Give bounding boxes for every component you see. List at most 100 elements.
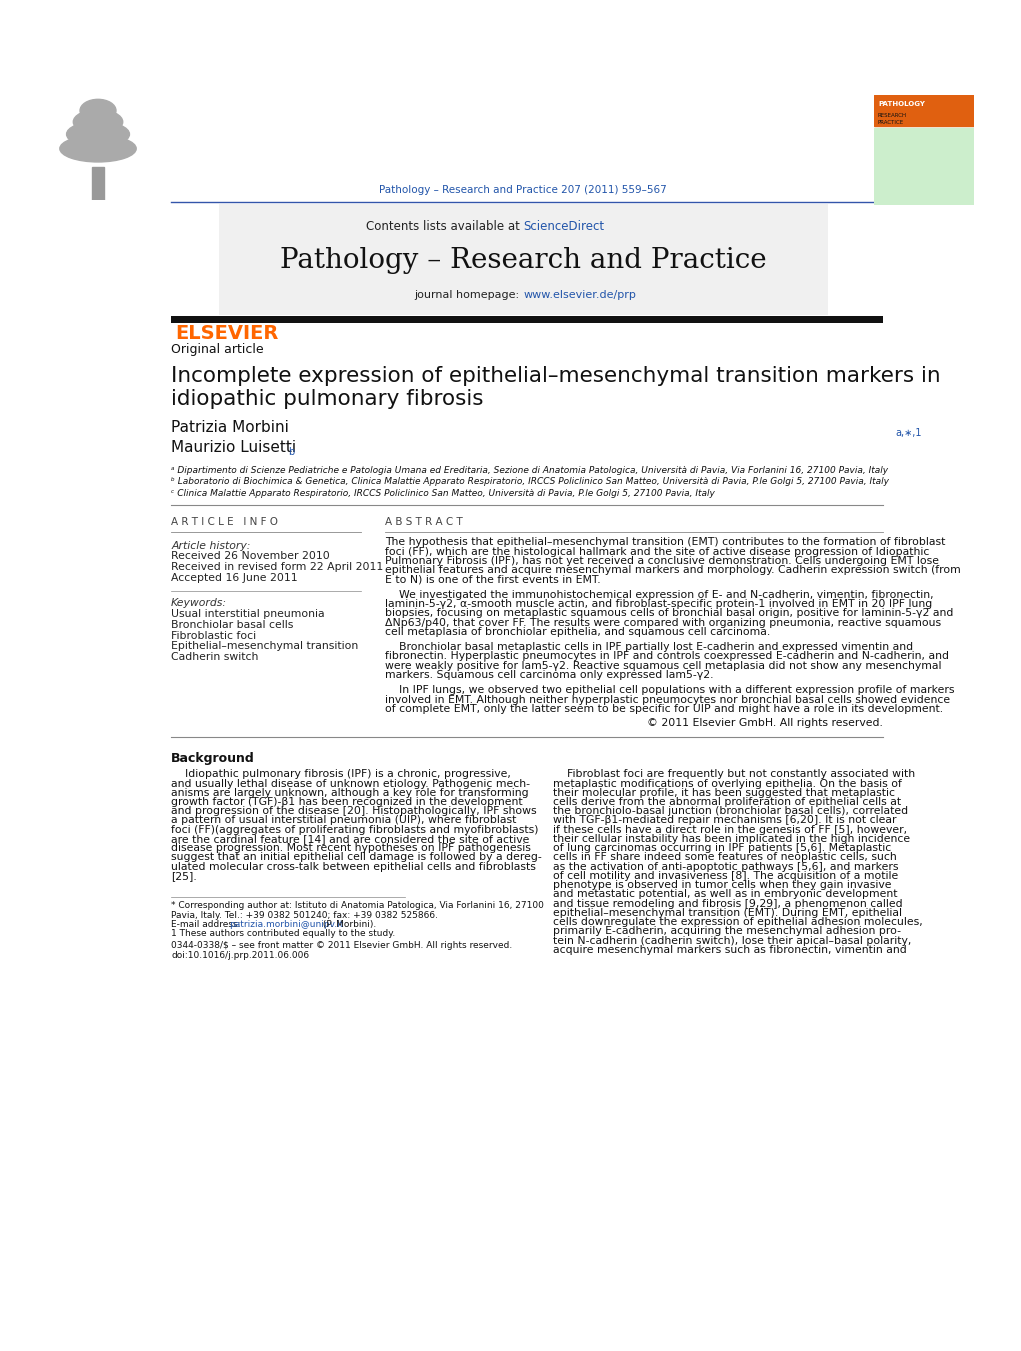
Text: ΔNp63/p40, that cover FF. The results were compared with organizing pneumonia, r: ΔNp63/p40, that cover FF. The results we… <box>385 617 941 628</box>
Text: acquire mesenchymal markers such as fibronectin, vimentin and: acquire mesenchymal markers such as fibr… <box>553 944 907 955</box>
Text: ᵃ Dipartimento di Scienze Pediatriche e Patologia Umana ed Ereditaria, Sezione d: ᵃ Dipartimento di Scienze Pediatriche e … <box>172 466 888 474</box>
Text: Usual interstitial pneumonia: Usual interstitial pneumonia <box>172 609 325 619</box>
Text: Received in revised form 22 April 2011: Received in revised form 22 April 2011 <box>172 562 384 571</box>
Text: b: b <box>288 447 294 457</box>
Text: cells in FF share indeed some features of neoplastic cells, such: cells in FF share indeed some features o… <box>553 852 897 862</box>
Text: markers. Squamous cell carcinoma only expressed lam5-γ2.: markers. Squamous cell carcinoma only ex… <box>385 670 714 680</box>
Text: Background: Background <box>172 753 255 766</box>
Text: and usually lethal disease of unknown etiology. Pathogenic mech-: and usually lethal disease of unknown et… <box>172 778 530 789</box>
Text: tein N-cadherin (cadherin switch), lose their apical–basal polarity,: tein N-cadherin (cadherin switch), lose … <box>553 936 912 946</box>
Text: their molecular profile, it has been suggested that metaplastic: their molecular profile, it has been sug… <box>553 788 895 797</box>
Ellipse shape <box>74 109 123 134</box>
Text: Pathology – Research and Practice 207 (2011) 559–567: Pathology – Research and Practice 207 (2… <box>380 185 667 195</box>
Text: The hypothesis that epithelial–mesenchymal transition (EMT) contributes to the f: The hypothesis that epithelial–mesenchym… <box>385 538 945 547</box>
Text: Maurizio Luisetti: Maurizio Luisetti <box>172 439 296 454</box>
Text: and progression of the disease [20]. Histopathologically, IPF shows: and progression of the disease [20]. His… <box>172 807 537 816</box>
Text: ScienceDirect: ScienceDirect <box>523 219 604 232</box>
Text: ᵇ Laboratorio di Biochimica & Genetica, Clinica Malattie Apparato Respiratorio, : ᵇ Laboratorio di Biochimica & Genetica, … <box>172 477 889 486</box>
Text: the bronchiolo-basal junction (bronchiolar basal cells), correlated: the bronchiolo-basal junction (bronchiol… <box>553 807 909 816</box>
Text: © 2011 Elsevier GmbH. All rights reserved.: © 2011 Elsevier GmbH. All rights reserve… <box>647 719 883 728</box>
Text: laminin-5-γ2, α-smooth muscle actin, and fibroblast-specific protein-1 involved : laminin-5-γ2, α-smooth muscle actin, and… <box>385 598 932 609</box>
Text: involved in EMT. Although neither hyperplastic pneumocytes nor bronchial basal c: involved in EMT. Although neither hyperp… <box>385 694 950 705</box>
Text: Epithelial–mesenchymal transition: Epithelial–mesenchymal transition <box>172 642 358 651</box>
Text: journal homepage:: journal homepage: <box>415 289 523 300</box>
Text: Fibroblastic foci: Fibroblastic foci <box>172 631 256 640</box>
Bar <box>874 128 974 205</box>
Text: [25].: [25]. <box>172 871 197 881</box>
Text: Pulmonary Fibrosis (IPF), has not yet received a conclusive demonstration. Cells: Pulmonary Fibrosis (IPF), has not yet re… <box>385 557 938 566</box>
Ellipse shape <box>66 122 130 147</box>
Text: Patrizia Morbini: Patrizia Morbini <box>172 420 289 435</box>
Text: Pathology – Research and Practice: Pathology – Research and Practice <box>280 247 767 274</box>
Text: are the cardinal feature [14] and are considered the site of active: are the cardinal feature [14] and are co… <box>172 834 530 844</box>
Text: growth factor (TGF)-β1 has been recognized in the development: growth factor (TGF)-β1 has been recogniz… <box>172 797 523 807</box>
Text: and metastatic potential, as well as in embryonic development: and metastatic potential, as well as in … <box>553 889 897 900</box>
FancyBboxPatch shape <box>218 204 828 315</box>
Text: suggest that an initial epithelial cell damage is followed by a dereg-: suggest that an initial epithelial cell … <box>172 852 542 862</box>
Text: Accepted 16 June 2011: Accepted 16 June 2011 <box>172 573 298 582</box>
Text: were weakly positive for lam5-γ2. Reactive squamous cell metaplasia did not show: were weakly positive for lam5-γ2. Reacti… <box>385 661 941 670</box>
Text: doi:10.1016/j.prp.2011.06.006: doi:10.1016/j.prp.2011.06.006 <box>172 951 309 959</box>
Text: E to N) is one of the first events in EMT.: E to N) is one of the first events in EM… <box>385 574 600 585</box>
Text: cells downregulate the expression of epithelial adhesion molecules,: cells downregulate the expression of epi… <box>553 917 923 927</box>
Text: of complete EMT, only the latter seem to be specific for UIP and might have a ro: of complete EMT, only the latter seem to… <box>385 704 943 713</box>
Text: A R T I C L E   I N F O: A R T I C L E I N F O <box>172 517 278 527</box>
Text: epithelial–mesenchymal transition (EMT). During EMT, epithelial: epithelial–mesenchymal transition (EMT).… <box>553 908 903 917</box>
Text: E-mail address:: E-mail address: <box>172 920 244 929</box>
Text: a pattern of usual interstitial pneumonia (UIP), where fibroblast: a pattern of usual interstitial pneumoni… <box>172 816 517 825</box>
Text: In IPF lungs, we observed two epithelial cell populations with a different expre: In IPF lungs, we observed two epithelial… <box>385 685 955 696</box>
Text: foci (FF)(aggregates of proliferating fibroblasts and myofibroblasts): foci (FF)(aggregates of proliferating fi… <box>172 824 539 835</box>
Text: cells derive from the abnormal proliferation of epithelial cells at: cells derive from the abnormal prolifera… <box>553 797 902 807</box>
Text: cell metaplasia of bronchiolar epithelia, and squamous cell carcinoma.: cell metaplasia of bronchiolar epithelia… <box>385 627 770 636</box>
Text: Bronchiolar basal metaplastic cells in IPF partially lost E-cadherin and express: Bronchiolar basal metaplastic cells in I… <box>385 642 913 653</box>
Ellipse shape <box>60 135 136 162</box>
FancyBboxPatch shape <box>172 316 883 323</box>
Text: Bronchiolar basal cells: Bronchiolar basal cells <box>172 620 293 630</box>
Text: 1 These authors contributed equally to the study.: 1 These authors contributed equally to t… <box>172 929 395 938</box>
Text: PATHOLOGY: PATHOLOGY <box>878 100 925 107</box>
Text: Received 26 November 2010: Received 26 November 2010 <box>172 551 330 562</box>
Text: Fibroblast foci are frequently but not constantly associated with: Fibroblast foci are frequently but not c… <box>553 769 916 780</box>
Text: of cell motility and invasiveness [8]. The acquisition of a motile: of cell motility and invasiveness [8]. T… <box>553 871 898 881</box>
Text: fibronectin. Hyperplastic pneumocytes in IPF and controls coexpressed E-cadherin: fibronectin. Hyperplastic pneumocytes in… <box>385 651 949 662</box>
Ellipse shape <box>80 100 116 122</box>
Text: foci (FF), which are the histological hallmark and the site of active disease pr: foci (FF), which are the histological ha… <box>385 547 929 557</box>
Text: primarily E-cadherin, acquiring the mesenchymal adhesion pro-: primarily E-cadherin, acquiring the mese… <box>553 927 902 936</box>
Text: RESEARCH: RESEARCH <box>878 112 907 118</box>
Text: with TGF-β1-mediated repair mechanisms [6,20]. It is not clear: with TGF-β1-mediated repair mechanisms [… <box>553 816 896 825</box>
Text: Keywords:: Keywords: <box>172 598 227 608</box>
Text: ELSEVIER: ELSEVIER <box>176 323 279 343</box>
Text: PRACTICE: PRACTICE <box>878 120 905 126</box>
Text: A B S T R A C T: A B S T R A C T <box>385 517 463 527</box>
Text: Original article: Original article <box>172 343 263 355</box>
Bar <box>92 168 104 200</box>
Text: of lung carcinomas occurring in IPF patients [5,6]. Metaplastic: of lung carcinomas occurring in IPF pati… <box>553 843 891 854</box>
Text: Incomplete expression of epithelial–mesenchymal transition markers in: Incomplete expression of epithelial–mese… <box>172 366 940 386</box>
Text: We investigated the immunohistochemical expression of E- and N-cadherin, vimenti: We investigated the immunohistochemical … <box>385 590 933 600</box>
Text: Article history:: Article history: <box>172 540 250 551</box>
Text: * Corresponding author at: Istituto di Anatomia Patologica, Via Forlanini 16, 27: * Corresponding author at: Istituto di A… <box>172 901 544 911</box>
Text: their cellular instability has been implicated in the high incidence: their cellular instability has been impl… <box>553 834 911 844</box>
Text: and tissue remodeling and fibrosis [9,29], a phenomenon called: and tissue remodeling and fibrosis [9,29… <box>553 898 903 909</box>
Text: if these cells have a direct role in the genesis of FF [5], however,: if these cells have a direct role in the… <box>553 824 908 835</box>
Text: a,∗,1: a,∗,1 <box>895 428 922 438</box>
Text: www.elsevier.de/prp: www.elsevier.de/prp <box>523 289 636 300</box>
Text: patrizia.morbini@unipv.it: patrizia.morbini@unipv.it <box>229 920 343 929</box>
Text: anisms are largely unknown, although a key role for transforming: anisms are largely unknown, although a k… <box>172 788 529 797</box>
Text: epithelial features and acquire mesenchymal markers and morphology. Cadherin exp: epithelial features and acquire mesenchy… <box>385 565 961 576</box>
Text: Cadherin switch: Cadherin switch <box>172 653 258 662</box>
Text: Contents lists available at: Contents lists available at <box>366 219 523 232</box>
Text: idiopathic pulmonary fibrosis: idiopathic pulmonary fibrosis <box>172 389 484 409</box>
Text: (P. Morbini).: (P. Morbini). <box>320 920 376 929</box>
Text: 0344-0338/$ – see front matter © 2011 Elsevier GmbH. All rights reserved.: 0344-0338/$ – see front matter © 2011 El… <box>172 940 513 950</box>
Text: ulated molecular cross-talk between epithelial cells and fibroblasts: ulated molecular cross-talk between epit… <box>172 862 536 871</box>
Text: phenotype is observed in tumor cells when they gain invasive: phenotype is observed in tumor cells whe… <box>553 880 891 890</box>
Text: as the activation of anti-apoptotic pathways [5,6], and markers: as the activation of anti-apoptotic path… <box>553 862 898 871</box>
Text: disease progression. Most recent hypotheses on IPF pathogenesis: disease progression. Most recent hypothe… <box>172 843 531 854</box>
Text: biopsies, focusing on metaplastic squamous cells of bronchial basal origin, posi: biopsies, focusing on metaplastic squamo… <box>385 608 954 619</box>
Text: ᶜ Clinica Malattie Apparato Respiratorio, IRCCS Policlinico San Matteo, Universi: ᶜ Clinica Malattie Apparato Respiratorio… <box>172 489 715 497</box>
Text: Pavia, Italy. Tel.: +39 0382 501240; fax: +39 0382 525866.: Pavia, Italy. Tel.: +39 0382 501240; fax… <box>172 911 438 920</box>
Bar <box>874 95 974 126</box>
Text: metaplastic modifications of overlying epithelia. On the basis of: metaplastic modifications of overlying e… <box>553 778 903 789</box>
Text: Idiopathic pulmonary fibrosis (IPF) is a chronic, progressive,: Idiopathic pulmonary fibrosis (IPF) is a… <box>172 769 512 780</box>
